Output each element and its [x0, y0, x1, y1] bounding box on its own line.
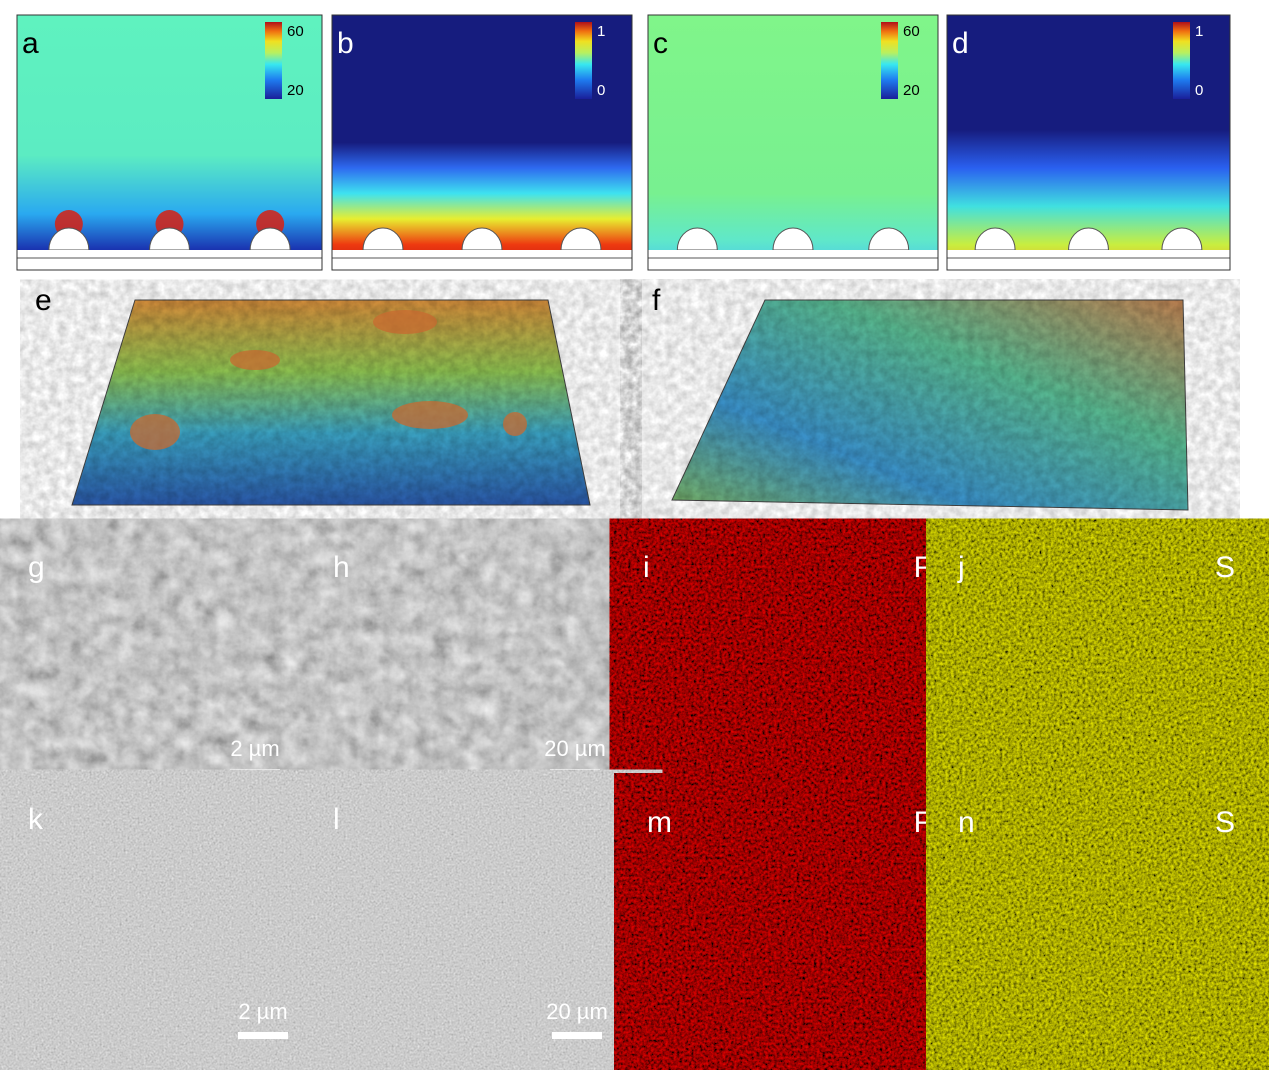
substrate-bump — [1067, 227, 1110, 251]
substrate-bump — [676, 227, 718, 251]
element-label: S — [1215, 551, 1235, 584]
element-map — [640, 543, 942, 785]
panel-label: a — [22, 27, 39, 60]
substrate — [947, 250, 1230, 270]
element-label: F — [914, 551, 932, 584]
substrate — [648, 250, 938, 270]
sem-image — [330, 543, 630, 785]
panel-label: m — [647, 806, 672, 839]
substrate-bump — [868, 227, 910, 251]
panel-label: h — [333, 551, 350, 584]
surface-peak — [130, 414, 180, 450]
sem-image — [330, 795, 632, 1048]
surface-peak — [503, 412, 527, 436]
panel-label: f — [652, 284, 661, 317]
substrate — [332, 250, 632, 270]
surface-peak — [392, 401, 468, 429]
colorbar-min: 20 — [903, 82, 920, 99]
substrate — [17, 250, 322, 270]
substrate-bump — [461, 227, 503, 251]
substrate-bump — [48, 227, 90, 251]
colorbar — [881, 22, 898, 99]
substrate-bump — [1161, 227, 1203, 251]
surface-peak — [230, 350, 280, 370]
substrate-bump — [560, 227, 602, 251]
colorbar-max: 1 — [1195, 23, 1203, 40]
substrate-bump — [772, 227, 814, 251]
colorbar-min: 0 — [597, 82, 605, 99]
frame — [946, 14, 1231, 271]
scale-bar-label: 2 µm — [238, 999, 287, 1024]
panel-label: l — [333, 803, 340, 836]
colorbar — [1173, 22, 1190, 99]
colorbar-min: 0 — [1195, 82, 1203, 99]
scale-bar — [552, 1032, 602, 1039]
colorbar-max: 60 — [903, 23, 920, 40]
panel-label: k — [28, 803, 44, 836]
panel-label: d — [952, 27, 969, 60]
colorbar — [575, 22, 592, 99]
panel-label: i — [643, 551, 650, 584]
scale-bar — [230, 769, 280, 776]
colorbar — [265, 22, 282, 99]
element-map — [955, 798, 1245, 1048]
panel-label: e — [35, 284, 52, 317]
colorbar-max: 1 — [597, 23, 605, 40]
sem-image — [25, 795, 318, 1048]
frame — [647, 14, 939, 271]
element-label: F — [914, 806, 932, 839]
element-label: S — [1215, 806, 1235, 839]
scale-bar — [550, 769, 600, 776]
substrate-bump — [249, 227, 291, 251]
surface-texture — [672, 300, 1188, 510]
element-map — [955, 543, 1245, 785]
colorbar-min: 20 — [287, 82, 304, 99]
panel-label: j — [957, 551, 965, 584]
surface-peak — [373, 310, 437, 334]
scale-bar-label: 2 µm — [230, 736, 279, 761]
sem-image — [25, 543, 310, 785]
frame — [331, 14, 633, 271]
panel-label: b — [337, 27, 354, 60]
scale-bar-label: 20 µm — [546, 999, 608, 1024]
element-map — [644, 798, 942, 1048]
substrate-bump — [362, 227, 404, 251]
colorbar-max: 60 — [287, 23, 304, 40]
frame — [16, 14, 323, 271]
scale-bar — [238, 1032, 288, 1039]
substrate-bump — [148, 227, 191, 251]
surface-texture — [72, 300, 590, 505]
scale-bar-label: 20 µm — [544, 736, 606, 761]
panel-label: g — [28, 551, 45, 584]
panel-label: c — [653, 27, 668, 60]
panel-label: n — [958, 806, 975, 839]
substrate-bump — [974, 227, 1016, 251]
